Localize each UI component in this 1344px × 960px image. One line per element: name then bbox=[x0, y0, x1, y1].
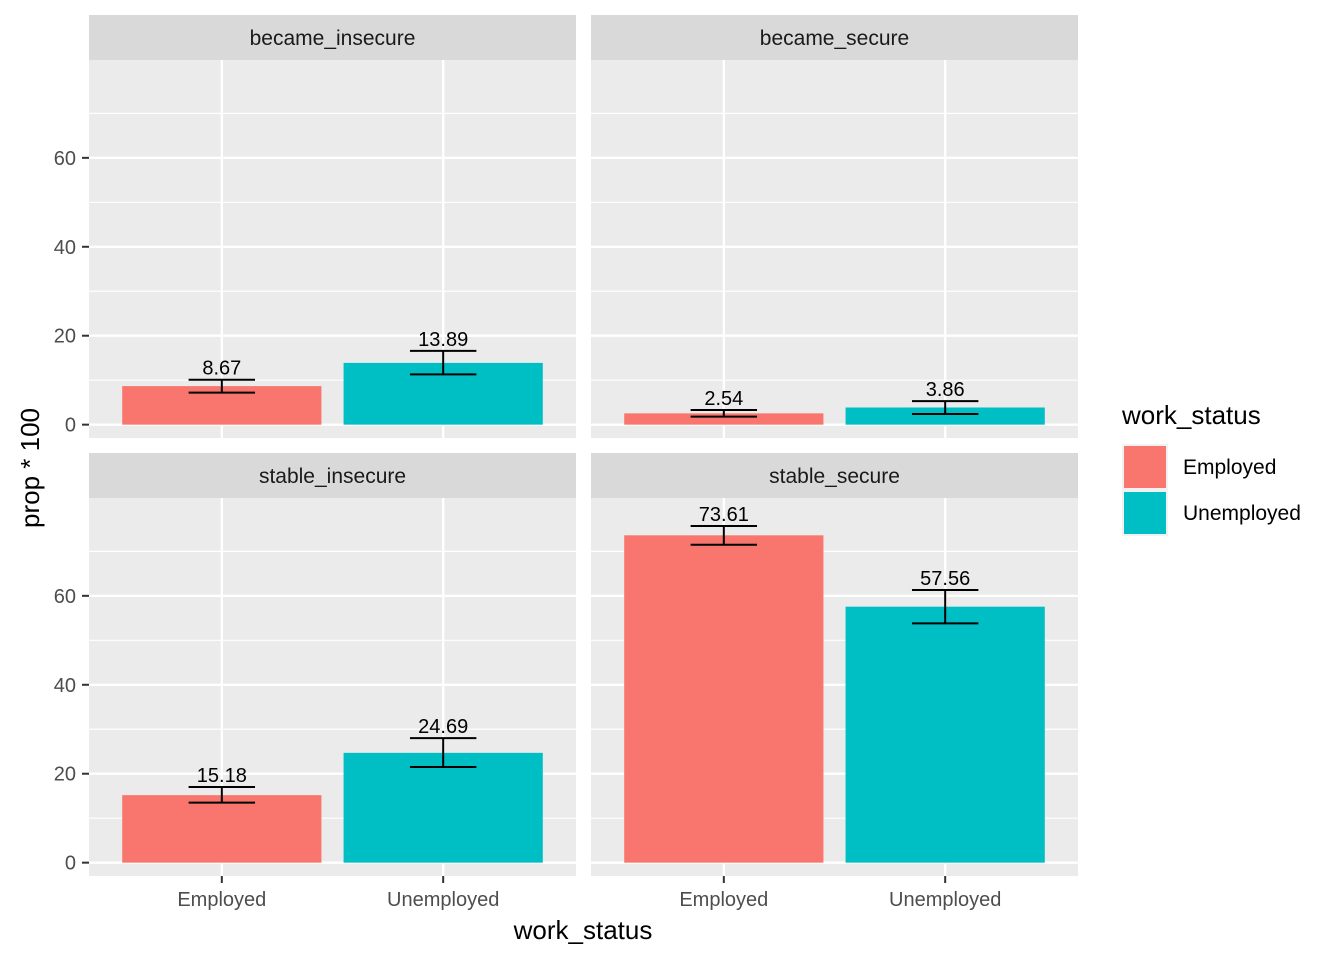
y-tick-label: 0 bbox=[65, 415, 76, 437]
y-tick-label: 40 bbox=[54, 675, 76, 697]
error-bar bbox=[690, 525, 758, 546]
facet-strip bbox=[89, 15, 576, 60]
legend-title: work_status bbox=[1121, 400, 1261, 430]
y-tick-label: 60 bbox=[54, 586, 76, 608]
error-bar bbox=[409, 737, 477, 769]
facet-strip bbox=[591, 453, 1078, 498]
data-label: 57.56 bbox=[920, 568, 970, 590]
data-label: 2.54 bbox=[704, 388, 743, 410]
data-label: 13.89 bbox=[418, 329, 468, 351]
x-axis-title: work_status bbox=[513, 915, 653, 945]
bar-unemployed bbox=[845, 606, 1045, 863]
y-tick-label: 40 bbox=[54, 237, 76, 259]
panel-stable_insecure: stable_insecure 15.18 24.69 bbox=[89, 453, 576, 876]
panels: became_insecure 8.67 13.89 became_secure 2.5… bbox=[89, 15, 1078, 876]
data-label: 73.61 bbox=[699, 504, 749, 526]
error-bar bbox=[188, 786, 256, 804]
facet-strip-label: stable_insecure bbox=[259, 465, 406, 488]
y-axis-title: prop * 100 bbox=[15, 408, 45, 528]
error-bar bbox=[911, 400, 979, 415]
legend: work_status Employed Unemployed bbox=[1121, 400, 1301, 536]
data-label: 3.86 bbox=[926, 379, 965, 401]
facet-strip-label: stable_secure bbox=[769, 465, 900, 488]
bar-employed bbox=[624, 535, 824, 863]
legend-key-employed bbox=[1124, 446, 1166, 488]
data-label: 15.18 bbox=[197, 765, 247, 787]
data-label: 24.69 bbox=[418, 716, 468, 738]
error-bar bbox=[188, 378, 256, 394]
y-tick-label: 60 bbox=[54, 148, 76, 170]
y-axes: 0 20 40 60 0 20 40 60 bbox=[54, 148, 89, 875]
x-tick-label: Employed bbox=[679, 889, 768, 911]
facet-strip-label: became_secure bbox=[760, 27, 909, 50]
error-bar bbox=[409, 349, 477, 376]
y-tick-label: 20 bbox=[54, 764, 76, 786]
facet-strip bbox=[591, 15, 1078, 60]
facet-strip-label: became_insecure bbox=[250, 27, 416, 50]
y-tick-label: 20 bbox=[54, 326, 76, 348]
y-tick-label: 0 bbox=[65, 853, 76, 875]
x-axes: Employed Unemployed Employed Unemployed bbox=[177, 876, 1001, 911]
bar-employed bbox=[122, 795, 322, 863]
panel-stable_secure: stable_secure 73.61 57.56 bbox=[591, 453, 1078, 876]
x-tick-label: Unemployed bbox=[387, 889, 499, 911]
panel-background bbox=[591, 60, 1078, 438]
data-label: 8.67 bbox=[202, 358, 241, 380]
legend-key-unemployed bbox=[1124, 492, 1166, 534]
panel-became_secure: became_secure 2.54 3.86 bbox=[591, 15, 1078, 438]
legend-label-employed: Employed bbox=[1183, 456, 1276, 479]
facet-strip bbox=[89, 453, 576, 498]
x-tick-label: Employed bbox=[177, 889, 266, 911]
legend-label-unemployed: Unemployed bbox=[1183, 502, 1301, 525]
bar-employed bbox=[624, 413, 824, 425]
x-tick-label: Unemployed bbox=[889, 889, 1001, 911]
error-bar bbox=[911, 589, 979, 625]
panel-became_insecure: became_insecure 8.67 13.89 bbox=[89, 15, 576, 438]
bar-unemployed bbox=[343, 752, 543, 863]
error-bar bbox=[690, 408, 758, 418]
bar-unemployed bbox=[845, 407, 1045, 425]
